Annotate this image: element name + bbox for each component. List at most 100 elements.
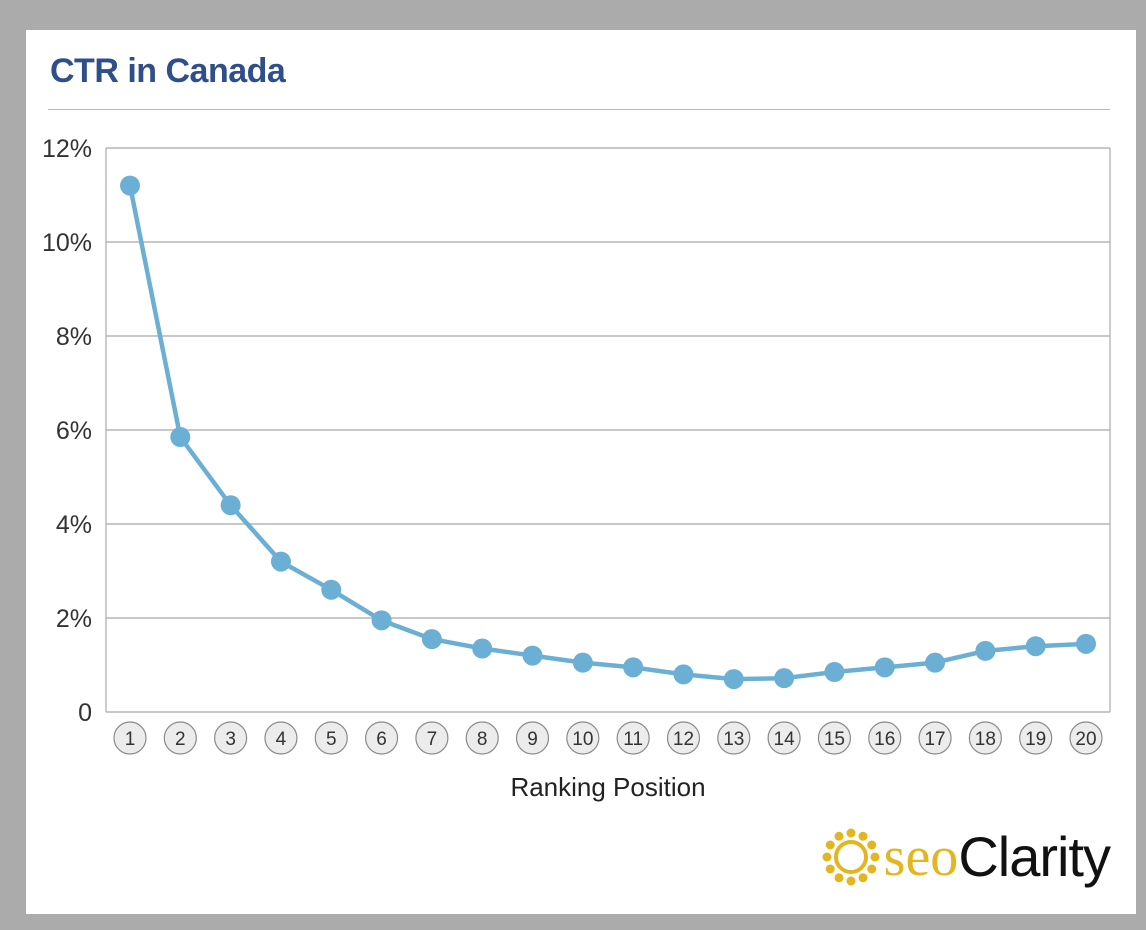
data-point bbox=[774, 668, 795, 689]
x-tick-label: 17 bbox=[924, 729, 945, 750]
x-tick-label: 11 bbox=[623, 729, 643, 750]
x-tick-label: 20 bbox=[1075, 729, 1096, 750]
x-tick-circle bbox=[364, 721, 399, 755]
x-tick-circle bbox=[515, 721, 550, 755]
title-divider bbox=[48, 109, 1110, 110]
x-tick-circle bbox=[163, 721, 197, 755]
data-point bbox=[572, 652, 593, 673]
logo-text-seo: seo bbox=[883, 826, 959, 888]
x-tick-label: 1 bbox=[125, 729, 136, 750]
x-tick-label: 7 bbox=[427, 729, 438, 750]
y-tick-label: 4% bbox=[56, 511, 92, 539]
grid-lines bbox=[105, 147, 1111, 713]
x-tick: 15 bbox=[817, 721, 852, 755]
data-point bbox=[824, 662, 845, 683]
x-tick-circle bbox=[415, 721, 449, 755]
logo-ray bbox=[846, 828, 856, 838]
logo-ray bbox=[822, 852, 832, 862]
data-point bbox=[321, 579, 342, 600]
x-tick-label: 5 bbox=[326, 729, 337, 750]
x-tick-label: 15 bbox=[824, 729, 845, 750]
logo-ray bbox=[858, 873, 868, 883]
x-tick-circle bbox=[214, 721, 248, 755]
y-tick-label: 12% bbox=[42, 135, 92, 163]
y-tick-label: 10% bbox=[42, 229, 92, 257]
y-tick-label: 0 bbox=[78, 699, 92, 727]
x-tick: 12 bbox=[666, 721, 701, 755]
data-point bbox=[975, 640, 996, 661]
logo-ray bbox=[858, 831, 868, 841]
data-point bbox=[874, 657, 895, 678]
x-tick-circle bbox=[465, 721, 499, 755]
x-tick: 14 bbox=[767, 721, 801, 755]
x-tick-label: 19 bbox=[1025, 729, 1046, 750]
x-axis-ticks: 1 2 3 4 5 6 7 8 9 10 11 12 13 14 15 16 17 18 19 20 bbox=[113, 721, 1103, 755]
x-tick-label: 10 bbox=[572, 729, 593, 750]
x-tick-label: 14 bbox=[774, 729, 796, 750]
x-tick: 11 bbox=[616, 721, 650, 755]
logo-ray bbox=[846, 876, 856, 886]
x-tick: 2 bbox=[163, 721, 197, 755]
data-point bbox=[1076, 633, 1096, 654]
logo-ray bbox=[866, 864, 876, 874]
x-tick: 19 bbox=[1019, 721, 1053, 755]
x-tick-circle bbox=[1019, 721, 1053, 755]
data-point bbox=[723, 669, 744, 690]
x-tick-circle bbox=[868, 721, 902, 755]
logo-ray bbox=[834, 873, 844, 883]
logo-ray bbox=[870, 852, 880, 862]
x-tick-label: 4 bbox=[276, 729, 287, 750]
data-point bbox=[522, 645, 543, 666]
data-point bbox=[270, 551, 291, 572]
x-tick-circle bbox=[968, 721, 1002, 755]
x-tick: 9 bbox=[515, 721, 550, 755]
line-chart: 02%4%6%8%10%12% 1 2 3 4 5 6 7 8 9 10 11 12 13 14 15 16 1… bbox=[42, 135, 1111, 802]
x-tick-circle bbox=[666, 721, 701, 755]
x-tick-label: 3 bbox=[225, 729, 236, 750]
x-tick-circle bbox=[616, 721, 650, 755]
data-point bbox=[1025, 636, 1046, 657]
ctr-line bbox=[127, 185, 1087, 682]
x-tick: 6 bbox=[364, 721, 399, 755]
sun-gear-icon bbox=[822, 828, 880, 886]
x-tick-label: 13 bbox=[723, 729, 744, 750]
logo-ray bbox=[834, 831, 844, 841]
x-tick: 13 bbox=[717, 721, 751, 755]
x-tick: 4 bbox=[264, 721, 298, 755]
x-tick-circle bbox=[264, 721, 298, 755]
x-tick-label: 16 bbox=[874, 729, 895, 750]
x-tick-circle bbox=[717, 721, 751, 755]
chart-title: CTR in Canada bbox=[50, 52, 286, 90]
data-point bbox=[120, 175, 140, 196]
data-point bbox=[170, 427, 191, 448]
x-tick: 8 bbox=[465, 721, 499, 755]
x-tick-circle bbox=[918, 721, 952, 755]
y-tick-label: 2% bbox=[56, 605, 92, 633]
x-tick-circle bbox=[1069, 721, 1103, 755]
x-tick-label: 2 bbox=[175, 729, 186, 750]
y-axis-ticks: 0 2% 4% 6% 8% 10% 12% bbox=[42, 135, 92, 727]
logo-ray bbox=[866, 840, 876, 850]
x-tick-label: 9 bbox=[527, 729, 538, 750]
x-tick-circle bbox=[817, 721, 852, 755]
x-tick-label: 18 bbox=[975, 729, 996, 750]
x-tick: 16 bbox=[868, 721, 902, 755]
x-tick: 3 bbox=[214, 721, 248, 755]
seoclarity-logo: seo Clarity bbox=[818, 824, 1111, 890]
x-axis-label: Ranking Position bbox=[510, 772, 705, 802]
x-tick: 20 bbox=[1069, 721, 1103, 755]
x-tick-circle bbox=[767, 721, 801, 755]
x-tick: 1 bbox=[113, 721, 147, 755]
data-point bbox=[925, 652, 946, 673]
data-point bbox=[371, 610, 392, 631]
y-tick-label: 8% bbox=[56, 323, 92, 351]
data-point bbox=[673, 664, 694, 685]
x-tick-circle bbox=[113, 721, 147, 755]
x-tick: 7 bbox=[415, 721, 449, 755]
y-tick-label: 6% bbox=[56, 417, 92, 445]
logo-ray bbox=[825, 840, 835, 850]
data-point bbox=[220, 495, 241, 516]
x-tick-label: 12 bbox=[673, 729, 694, 750]
x-tick-label: 8 bbox=[477, 729, 488, 750]
